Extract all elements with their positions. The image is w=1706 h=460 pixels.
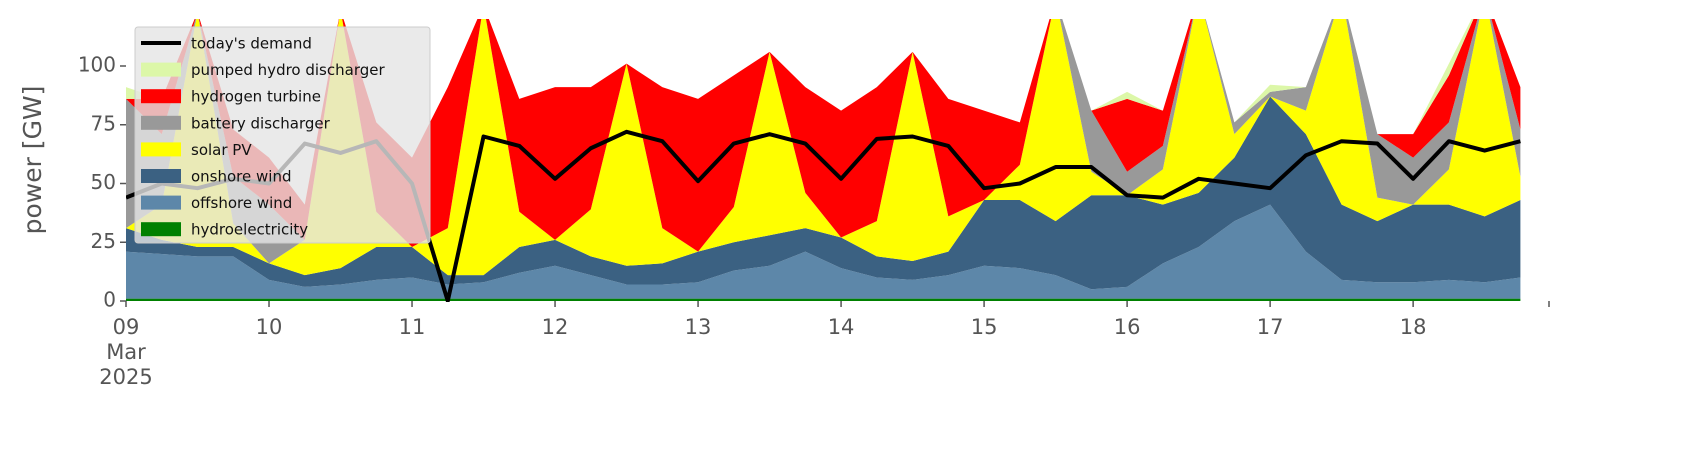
legend-swatch: [141, 222, 181, 237]
x-tick-label: 14: [827, 315, 855, 339]
legend-swatch: [141, 89, 181, 104]
legend-label: today's demand: [191, 35, 312, 53]
x-tick-label: 18: [1399, 315, 1427, 339]
y-tick-label: 75: [91, 111, 116, 135]
x-tick-label: 12: [541, 315, 569, 339]
legend-label: pumped hydro discharger: [191, 61, 385, 79]
legend-label: hydroelectricity: [191, 221, 308, 239]
x-tick-label: 09 Mar 2025: [99, 315, 153, 389]
legend-label: battery discharger: [191, 114, 331, 132]
area: [126, 96, 1521, 290]
y-axis-label: power [GW]: [18, 86, 47, 235]
legend-swatch: [141, 142, 181, 157]
y-tick-label: 100: [78, 53, 116, 77]
x-tick-label: 11: [398, 315, 426, 339]
legend-label: solar PV: [191, 141, 252, 159]
x-tick-label: 15: [970, 315, 998, 339]
legend-label: onshore wind: [191, 168, 291, 186]
legend-frame: [134, 26, 431, 244]
x-tick-label: 17: [1256, 315, 1284, 339]
legend-swatch: [141, 115, 181, 130]
legend-label: offshore wind: [191, 194, 292, 212]
legend: today's demand pumped hydro discharger hyd…: [134, 26, 431, 244]
area: [126, 298, 1521, 301]
x-tick-label: 13: [684, 315, 712, 339]
x-tick-label: 16: [1113, 315, 1141, 339]
y-tick-label: 25: [91, 229, 116, 253]
y-tick-label: 50: [91, 170, 116, 194]
legend-swatch: [141, 195, 181, 210]
area: [126, 204, 1521, 299]
axes: 0 25 50 75 100: [78, 53, 1550, 312]
x-tick-label: 10: [255, 315, 283, 339]
legend-swatch: [141, 169, 181, 183]
area: [126, 19, 1521, 252]
legend-label: hydrogen turbine: [191, 88, 321, 106]
legend-swatch: [141, 62, 181, 77]
area: [126, 19, 1521, 276]
y-tick-label: 0: [103, 288, 116, 312]
